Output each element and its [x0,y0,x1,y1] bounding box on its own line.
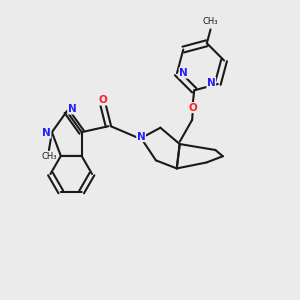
Text: N: N [68,104,76,114]
Text: CH₃: CH₃ [203,17,218,26]
Text: CH₃: CH₃ [41,152,57,161]
Text: N: N [137,132,146,142]
Text: O: O [98,95,107,105]
Text: O: O [188,103,197,112]
Text: N: N [179,68,188,78]
Text: N: N [42,128,51,138]
Text: N: N [207,77,216,88]
